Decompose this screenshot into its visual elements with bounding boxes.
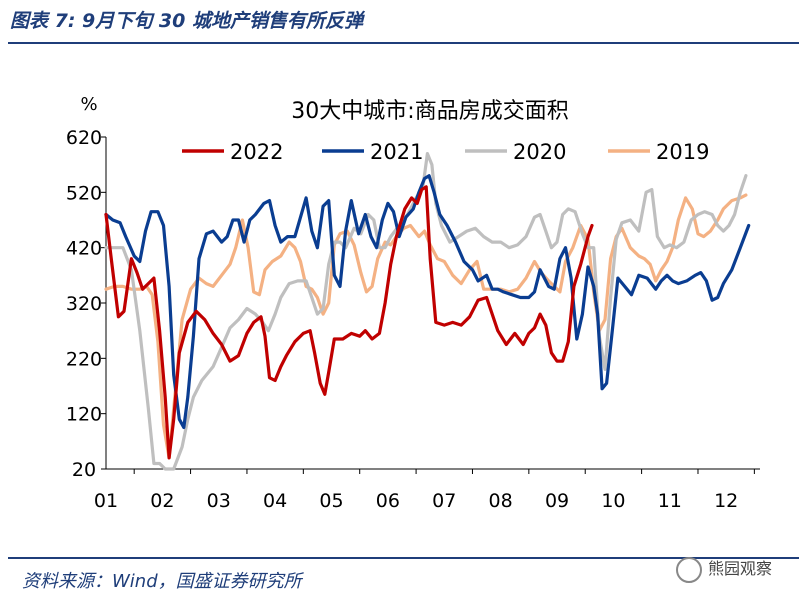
x-tick-label: 05: [319, 490, 343, 512]
y-tick-label: 620: [66, 127, 102, 149]
x-tick-label: 06: [376, 490, 400, 512]
x-tick-label: 02: [150, 490, 174, 512]
top-rule: [8, 42, 799, 44]
legend: 2022 2021 2020 2019: [182, 140, 709, 164]
series-line-2022: [104, 185, 594, 460]
series-line-2020: [104, 152, 748, 471]
x-tick-label: 09: [545, 490, 569, 512]
x-tick-label: 12: [714, 490, 738, 512]
y-tick-label: 220: [66, 348, 102, 370]
y-tick-label: 120: [66, 404, 102, 426]
series-layer: [104, 152, 751, 471]
x-tick-label: 03: [207, 490, 231, 512]
figure-title: 图表 7: 9月下旬 30 城地产销售有所反弹: [10, 10, 363, 32]
chart-title: 30大中城市:商品房成交面积: [291, 99, 568, 124]
legend-label-2022: 2022: [230, 140, 283, 164]
y-tick-label: 420: [66, 238, 102, 260]
x-tick-label: 11: [658, 490, 682, 512]
x-tick-label: 04: [263, 490, 287, 512]
x-tick-label: 10: [601, 490, 625, 512]
watermark-text: 熊园观察: [708, 559, 773, 578]
y-tick-label: 520: [66, 182, 102, 204]
axes: 20 120 220 320 420 520 620 01 02 03 04 05 06 07 08 09 10…: [66, 127, 760, 512]
legend-label-2021: 2021: [370, 140, 423, 164]
y-tick-label: 320: [66, 293, 102, 315]
x-tick-label: 01: [94, 490, 118, 512]
watermark: 熊园观察: [676, 555, 772, 583]
x-tick-label: 08: [489, 490, 513, 512]
source-note: 资料来源：Wind，国盛证券研究所: [22, 571, 302, 592]
series-line-2019: [104, 193, 748, 460]
y-unit-label: %: [80, 94, 97, 115]
wechat-icon: [676, 556, 702, 583]
y-tick-label: 20: [72, 459, 96, 481]
x-tick-label: 07: [432, 490, 456, 512]
bottom-rule: [8, 557, 799, 559]
legend-label-2019: 2019: [656, 140, 709, 164]
legend-label-2020: 2020: [513, 140, 566, 164]
